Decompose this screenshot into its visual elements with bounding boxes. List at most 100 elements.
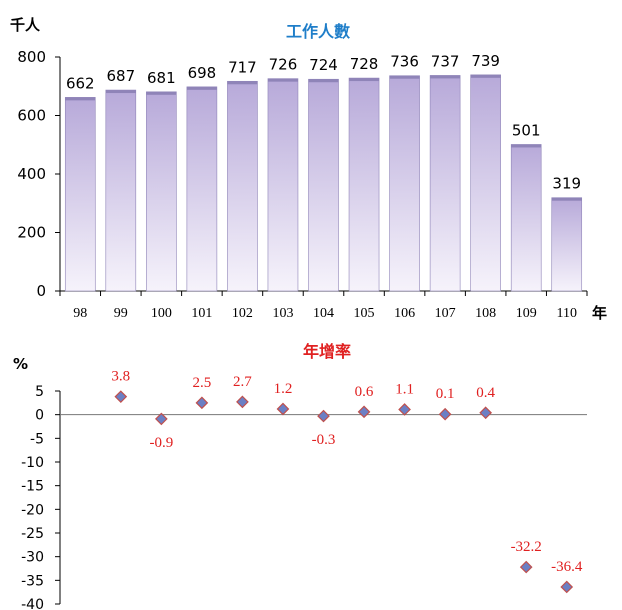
growth-value-label: 2.5: [193, 375, 212, 391]
bar-chart-title: 工作人數: [286, 22, 350, 41]
bar-top-cap: [105, 90, 136, 94]
growth-value-label: -0.9: [149, 435, 173, 451]
bar-chart: 0 200 400 600 800 662 98 687 99 681 100 698 101 717 10…: [10, 16, 607, 322]
growth-chart-title: 年增率: [303, 342, 351, 361]
growth-value-label: 2.7: [233, 374, 252, 390]
growth-y-tick-label: -30: [21, 550, 44, 566]
growth-marker: [357, 405, 371, 419]
bar-value-label: 501: [512, 121, 541, 139]
bar-y-unit-label: 千人: [10, 16, 41, 34]
bar-category-label: 103: [272, 306, 293, 321]
growth-value-label: -36.4: [551, 559, 583, 575]
bar-top-cap: [267, 78, 298, 82]
bar-category-label: 104: [313, 306, 334, 321]
growth-value-label: 0.4: [476, 385, 495, 401]
growth-y-tick-label: -10: [21, 455, 44, 471]
bar: [186, 86, 218, 292]
bar-top-cap: [308, 79, 339, 83]
bar-top-cap: [227, 81, 258, 85]
bar-category-label: 106: [394, 306, 415, 321]
bar-y-tick-label: 0: [36, 282, 46, 300]
growth-y-tick-label: 5: [35, 384, 44, 400]
bar: [470, 74, 501, 292]
growth-marker: [398, 403, 411, 416]
growth-marker: [317, 409, 330, 423]
growth-y-tick-label: -25: [21, 526, 44, 542]
bar-category-label: 107: [435, 306, 456, 321]
bar-value-label: 726: [269, 56, 298, 74]
bar-top-cap: [470, 74, 501, 78]
bar: [551, 197, 583, 292]
growth-value-label: 3.8: [111, 369, 130, 385]
growth-value-label: 0.6: [355, 384, 374, 400]
bar-top-cap: [146, 91, 177, 95]
bar-top-cap: [389, 75, 420, 79]
bar-y-tick-label: 600: [17, 107, 46, 125]
bar-y-tick-label: 400: [17, 165, 46, 183]
growth-y-tick-label: 0: [35, 408, 44, 424]
bar-value-label: 319: [552, 175, 581, 193]
growth-marker: [438, 407, 452, 421]
bar: [389, 75, 420, 292]
growth-marker: [519, 560, 533, 574]
growth-y-tick-label: -20: [21, 502, 44, 518]
bar-value-label: 717: [228, 58, 257, 76]
growth-y-tick-label: -40: [21, 597, 44, 610]
bar-category-label: 101: [191, 306, 212, 321]
growth-marker: [276, 402, 290, 416]
growth-value-label: 1.2: [274, 381, 293, 397]
bar-value-label: 662: [66, 74, 95, 92]
bar-y-tick-label: 800: [17, 48, 46, 66]
bar-x-unit-label: 年: [592, 304, 607, 322]
bar-category-label: 99: [114, 306, 128, 321]
growth-value-label: -0.3: [312, 432, 336, 448]
bar-value-label: 681: [147, 69, 176, 87]
growth-rate-chart: 5 0 -5 -10 -15 -20 -25 -30 -35 -40 3.8 -0.9 2.5 2.7 1.…: [13, 342, 587, 610]
growth-y-tick-label: -35: [21, 573, 44, 589]
growth-value-label: 1.1: [395, 381, 414, 397]
bar: [267, 78, 299, 292]
growth-y-tick-label: -5: [30, 431, 44, 447]
growth-marker: [479, 406, 493, 420]
growth-marker: [236, 395, 249, 409]
bar: [308, 78, 339, 292]
bar-value-label: 698: [188, 64, 217, 82]
bar-top-cap: [65, 97, 96, 101]
bar-value-label: 739: [471, 52, 500, 70]
bar-category-label: 110: [556, 306, 576, 321]
bar-top-cap: [430, 75, 461, 79]
bar-category-label: 102: [232, 306, 253, 321]
bar-category-label: 109: [516, 306, 537, 321]
growth-marker: [560, 580, 574, 594]
growth-y-tick-label: -15: [21, 479, 44, 495]
bar-value-label: 728: [350, 55, 379, 73]
bar: [227, 80, 258, 292]
bar-top-cap: [511, 144, 542, 148]
bar: [429, 75, 461, 292]
bar-value-label: 737: [431, 52, 460, 70]
bar-value-label: 724: [309, 56, 338, 74]
bar-value-label: 736: [390, 53, 419, 71]
growth-marker: [154, 412, 168, 426]
bar-category-label: 108: [475, 306, 496, 321]
bar: [146, 91, 177, 292]
growth-marker: [195, 396, 209, 410]
growth-value-label: 0.1: [436, 386, 455, 402]
bar-top-cap: [349, 78, 380, 82]
bar-top-cap: [551, 197, 582, 201]
bar-category-label: 105: [354, 306, 375, 321]
bar-value-label: 687: [106, 67, 135, 85]
growth-y-unit-label: %: [13, 355, 28, 373]
bar: [510, 144, 542, 292]
bar-top-cap: [186, 86, 217, 90]
growth-value-label: -32.2: [511, 539, 542, 555]
bar-y-tick-label: 200: [17, 224, 46, 242]
growth-marker: [114, 390, 128, 404]
bar-category-label: 98: [73, 306, 87, 321]
bar: [348, 77, 380, 292]
bar-category-label: 100: [151, 306, 172, 321]
bar: [105, 89, 137, 292]
bar: [64, 97, 96, 292]
